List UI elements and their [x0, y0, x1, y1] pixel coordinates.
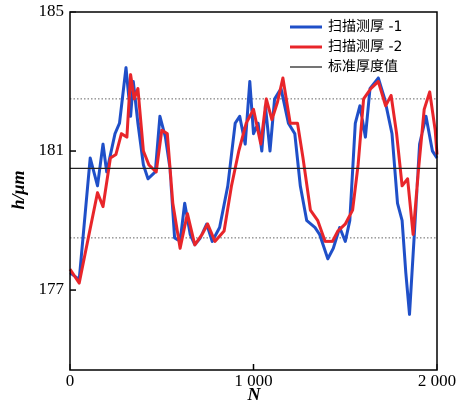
- x-tick-label: 0: [66, 371, 75, 390]
- legend-label: 扫描测厚 -2: [328, 39, 402, 55]
- y-tick-label: 177: [39, 279, 65, 298]
- plot-frame: [69, 11, 438, 371]
- y-tick-label: 181: [39, 140, 65, 159]
- legend-label: 标准厚度值: [328, 59, 398, 75]
- data-line: [69, 66, 439, 316]
- x-axis-label: N: [247, 384, 262, 404]
- data-line: [68, 73, 439, 285]
- x-tick-label: 1 000: [234, 371, 272, 390]
- legend-label: 扫描测厚 -1: [328, 19, 402, 35]
- x-tick-label: 2 000: [418, 371, 456, 390]
- y-axis-label: h/μm: [8, 170, 28, 209]
- y-tick-label: 185: [39, 1, 65, 20]
